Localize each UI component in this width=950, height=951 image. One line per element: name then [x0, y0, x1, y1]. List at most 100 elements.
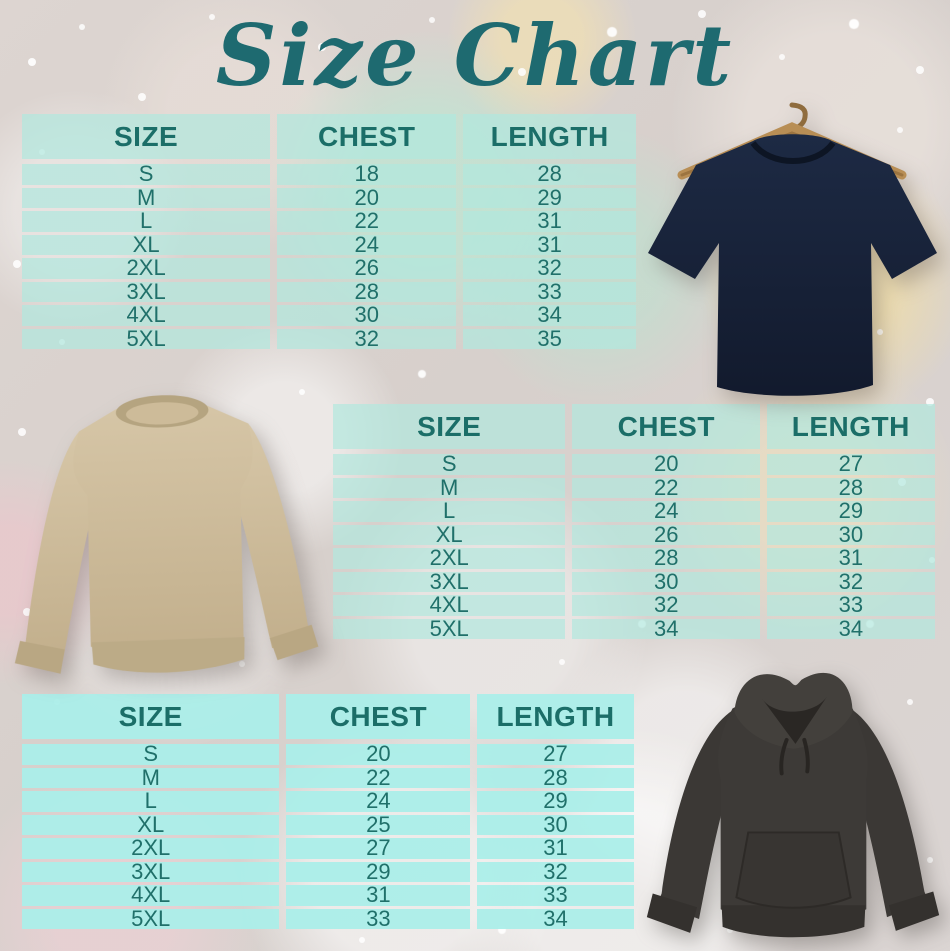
- header-cell: CHEST: [286, 694, 471, 739]
- length-cell: 29: [767, 500, 935, 522]
- size-cell: 4XL: [22, 884, 280, 906]
- size-cell: M: [333, 477, 566, 498]
- chest-cell: 31: [286, 884, 471, 906]
- header-cell: CHEST: [572, 404, 761, 449]
- hoodie-size-table: SIZE CHEST LENGTH S 20 27 M 22 28 L 24 29 XL 25 30 2XL…: [22, 694, 635, 929]
- size-cell: 3XL: [22, 861, 280, 882]
- sweatshirt-right-sleeve: [232, 423, 310, 649]
- size-cell: S: [22, 743, 280, 765]
- size-cell: L: [333, 500, 566, 522]
- length-cell: 31: [477, 837, 634, 859]
- page-title: Size Chart: [215, 6, 735, 105]
- chest-cell: 20: [286, 743, 471, 765]
- chest-cell: 30: [572, 571, 761, 592]
- chest-cell: 27: [286, 837, 471, 859]
- tshirt-svg: [648, 102, 937, 396]
- header-cell: SIZE: [22, 694, 280, 739]
- chest-cell: 22: [572, 477, 761, 498]
- chest-cell: 25: [286, 814, 471, 835]
- table-header-row: SIZE CHEST LENGTH: [22, 694, 635, 739]
- chest-cell: 26: [572, 524, 761, 545]
- length-cell: 31: [767, 547, 935, 569]
- tshirt-body: [648, 134, 937, 396]
- chest-cell: 32: [572, 594, 761, 616]
- chest-cell: 22: [277, 210, 457, 232]
- size-cell: S: [22, 163, 271, 185]
- length-cell: 30: [767, 524, 935, 545]
- size-cell: 3XL: [333, 571, 566, 592]
- sweatshirt-hem: [91, 637, 245, 673]
- sweatshirt-right-cuff: [269, 624, 319, 661]
- hoodie-hood: [734, 672, 853, 749]
- size-cell: L: [22, 790, 280, 812]
- hoodie-svg: [646, 672, 940, 938]
- size-cell: XL: [22, 234, 271, 255]
- chest-cell: 24: [286, 790, 471, 812]
- length-cell: 28: [477, 767, 634, 788]
- length-cell: 34: [477, 908, 634, 929]
- length-cell: 28: [463, 163, 637, 185]
- length-cell: 34: [767, 618, 935, 639]
- chest-cell: 34: [572, 618, 761, 639]
- length-cell: 33: [767, 594, 935, 616]
- size-cell: S: [333, 453, 566, 475]
- size-cell: 2XL: [333, 547, 566, 569]
- sweatshirt-image: [0, 374, 343, 698]
- hoodie-drawstring-left: [779, 737, 789, 776]
- sweatshirt-size-table: SIZE CHEST LENGTH S 20 27 M 22 28 L 24 29 XL 26 30 2XL…: [333, 404, 935, 639]
- length-cell: 31: [463, 210, 637, 232]
- length-cell: 28: [767, 477, 935, 498]
- chest-cell: 24: [572, 500, 761, 522]
- hoodie-image: [638, 648, 948, 948]
- sweatshirt-collar-inner: [125, 402, 199, 425]
- length-cell: 32: [463, 257, 637, 279]
- hoodie-left-sleeve: [657, 710, 737, 920]
- length-cell: 31: [463, 234, 637, 255]
- length-cell: 35: [463, 328, 637, 349]
- hoodie-right-cuff: [888, 891, 940, 931]
- size-cell: 5XL: [22, 328, 271, 349]
- chest-cell: 26: [277, 257, 457, 279]
- size-cell: XL: [22, 814, 280, 835]
- size-cell: M: [22, 187, 271, 208]
- chest-cell: 32: [277, 328, 457, 349]
- header-cell: SIZE: [22, 114, 271, 159]
- size-cell: 3XL: [22, 281, 271, 302]
- size-cell: 5XL: [22, 908, 280, 929]
- size-cell: L: [22, 210, 271, 232]
- header-cell: SIZE: [333, 404, 566, 449]
- size-cell: 4XL: [333, 594, 566, 616]
- size-cell: 5XL: [333, 618, 566, 639]
- header-cell: CHEST: [277, 114, 457, 159]
- sweatshirt-svg: [14, 395, 319, 674]
- size-cell: 2XL: [22, 837, 280, 859]
- header-cell: LENGTH: [477, 694, 634, 739]
- chest-cell: 33: [286, 908, 471, 929]
- length-cell: 33: [463, 281, 637, 302]
- length-cell: 33: [477, 884, 634, 906]
- header-cell: LENGTH: [767, 404, 935, 449]
- length-cell: 27: [477, 743, 634, 765]
- chest-cell: 20: [277, 187, 457, 208]
- chest-cell: 24: [277, 234, 457, 255]
- length-cell: 30: [477, 814, 634, 835]
- size-cell: M: [22, 767, 280, 788]
- sweatshirt-body: [73, 399, 253, 658]
- size-cell: 4XL: [22, 304, 271, 326]
- chest-cell: 22: [286, 767, 471, 788]
- chest-cell: 30: [277, 304, 457, 326]
- length-cell: 29: [463, 187, 637, 208]
- hoodie-pocket: [735, 831, 852, 909]
- length-cell: 27: [767, 453, 935, 475]
- length-cell: 32: [767, 571, 935, 592]
- chest-cell: 28: [572, 547, 761, 569]
- hoodie-hood-inner: [762, 696, 827, 744]
- sweatshirt-left-sleeve: [24, 431, 97, 660]
- hoodie-left-cuff: [646, 893, 698, 933]
- header-cell: LENGTH: [463, 114, 637, 159]
- table-header-row: SIZE CHEST LENGTH: [22, 114, 637, 159]
- table-body: S 20 27 M 22 28 L 24 29 XL 26 30 2XL 28 31 3XL 30 32 4XL 32…: [333, 453, 935, 639]
- table-body: S 18 28 M 20 29 L 22 31 XL 24 31 2XL 26 32 3XL 28 33 4XL 30…: [22, 163, 637, 349]
- hoodie-hem: [721, 905, 866, 938]
